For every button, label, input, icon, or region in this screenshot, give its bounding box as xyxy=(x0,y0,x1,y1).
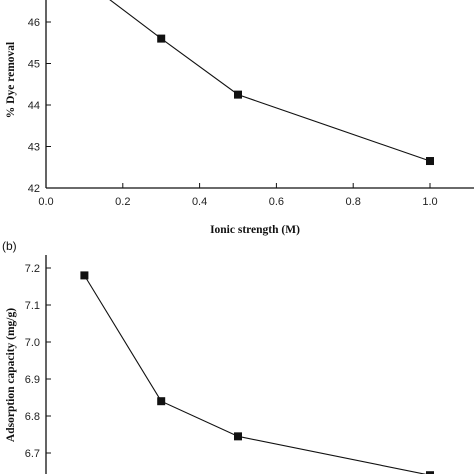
panel-a-x-tick-label: 1.0 xyxy=(422,196,437,208)
panel-b-data-point xyxy=(234,432,242,441)
panel-a-x-tick-label: 0.8 xyxy=(346,196,361,208)
panel-a-y-tick-label: 43 xyxy=(28,142,40,154)
panel-b-data-point xyxy=(80,271,89,280)
panel-a-y-tick-label: 46 xyxy=(28,17,40,29)
panel-b-data-point xyxy=(426,471,434,474)
panel-a-y-ticks: 42 43 44 45 46 xyxy=(28,17,51,195)
panel-b-y-tick-label: 6.7 xyxy=(25,448,40,460)
panel-a-series-line xyxy=(109,0,431,162)
panel-a-x-ticks: 0.0 0.2 0.4 0.6 0.8 1.0 xyxy=(38,183,438,208)
panel-a-data-point xyxy=(234,90,242,99)
panel-b-y-tick-label: 7.0 xyxy=(25,337,40,349)
panel-a-series xyxy=(109,0,434,166)
panel-a-data-point xyxy=(426,157,434,166)
panel-a-data-point xyxy=(157,34,166,43)
panel-b-data-point xyxy=(157,397,166,406)
panel-b: (b) 6.7 6.8 6.9 7.0 7.1 7.2 Adsorption capaci… xyxy=(2,239,434,474)
panel-b-y-tick-label: 6.9 xyxy=(25,374,40,386)
panel-b-y-ticks: 6.7 6.8 6.9 7.0 7.1 7.2 xyxy=(25,263,51,460)
panel-a-y-tick-label: 45 xyxy=(28,59,40,71)
panel-a-y-label: % Dye removal xyxy=(5,42,17,118)
panel-b-label: (b) xyxy=(2,239,17,253)
panel-a: 42 43 44 45 46 0.0 0.2 0.4 0.6 0.8 1.0 Ionic stre… xyxy=(5,0,474,236)
panel-a-y-tick-label: 44 xyxy=(28,100,40,112)
panel-a-y-tick-label: 42 xyxy=(28,183,40,195)
panel-b-y-label: Adsorption capacity (mg/g) xyxy=(5,308,17,442)
panel-b-y-tick-label: 7.2 xyxy=(25,263,40,275)
panel-b-series-line xyxy=(83,275,427,474)
panel-a-x-tick-label: 0.4 xyxy=(192,196,207,208)
panel-a-x-tick-label: 0.6 xyxy=(269,196,284,208)
panel-b-y-tick-label: 7.1 xyxy=(25,300,40,312)
panel-a-x-label: Ionic strength (M) xyxy=(210,224,300,236)
panel-a-x-tick-label: 0.0 xyxy=(38,196,53,208)
panel-a-x-tick-label: 0.2 xyxy=(115,196,130,208)
panel-b-y-tick-label: 6.8 xyxy=(25,411,40,423)
panel-b-series xyxy=(80,271,434,474)
